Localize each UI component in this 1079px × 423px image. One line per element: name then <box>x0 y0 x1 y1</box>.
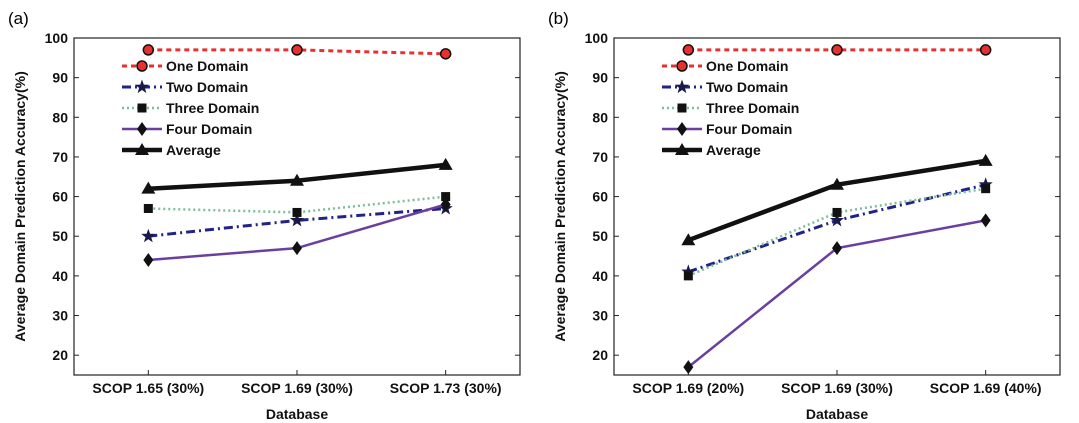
x-axis-title: Database <box>266 406 328 422</box>
chart-panel-b: (b) 20 30 40 50 60 70 80 90 100 SCOP 1.69 (20%) SCO… <box>540 0 1079 423</box>
y-tick-label: 60 <box>52 189 68 205</box>
y-tick-label: 100 <box>45 30 69 46</box>
series-two-domain <box>681 177 993 278</box>
legend-entry-label: One Domain <box>706 58 788 74</box>
legend-marker-icon <box>136 60 148 72</box>
series-line <box>687 187 986 278</box>
y-tick-label: 40 <box>52 268 68 284</box>
panel-label: (a) <box>8 9 29 28</box>
legend-entry-label: One Domain <box>166 58 248 74</box>
x-tick-label: SCOP 1.69 (30%) <box>241 380 353 396</box>
legend-marker-icon <box>675 143 689 155</box>
data-point-marker <box>290 173 304 186</box>
data-point-marker <box>438 157 453 170</box>
data-point-marker <box>978 153 993 166</box>
series-four-domain <box>143 197 451 268</box>
data-point-marker <box>683 271 693 281</box>
y-tick-label: 90 <box>592 70 608 86</box>
data-point-marker <box>832 241 842 256</box>
data-point-marker <box>682 44 695 56</box>
x-tick-label: SCOP 1.69 (40%) <box>930 380 1042 396</box>
series-three-domain <box>143 192 451 217</box>
data-point-marker <box>142 44 155 56</box>
line-chart-b: (b) 20 30 40 50 60 70 80 90 100 SCOP 1.69 (20%) SCO… <box>548 9 1061 422</box>
data-point-marker <box>830 177 844 190</box>
panel-label: (b) <box>548 9 569 28</box>
legend-marker-icon <box>676 60 688 72</box>
series-line <box>148 207 446 238</box>
legend-entry-label: Four Domain <box>166 121 252 137</box>
series-one-domain <box>142 44 452 60</box>
legend-entry-label: Two Domain <box>706 79 788 95</box>
series-one-domain <box>682 44 992 56</box>
legend-entry-label: Four Domain <box>706 121 792 137</box>
series-four-domain <box>683 213 991 375</box>
y-tick-label: 90 <box>52 70 68 86</box>
legend-marker-icon <box>137 122 147 136</box>
x-axis-title: Database <box>806 406 868 422</box>
series-average <box>141 157 453 194</box>
series-average <box>681 153 993 246</box>
data-point-marker <box>440 197 451 212</box>
data-point-marker <box>291 44 303 56</box>
data-point-marker <box>439 48 452 60</box>
x-tick-label: SCOP 1.73 (30%) <box>390 380 502 396</box>
legend-entry-label: Three Domain <box>166 100 259 116</box>
y-tick-label: 30 <box>592 308 608 324</box>
y-tick-label: 50 <box>52 228 68 244</box>
legend-marker-icon <box>677 103 687 113</box>
data-point-marker <box>441 192 451 202</box>
legend-entry-label: Two Domain <box>166 79 248 95</box>
legend-marker-icon <box>137 103 147 113</box>
legend-entry-label: Average <box>166 142 221 158</box>
data-point-marker <box>981 184 991 194</box>
data-point-marker <box>141 228 156 243</box>
y-tick-label: 100 <box>585 30 609 46</box>
y-axis-title: Average Domain Prediction Accuracy(%) <box>552 71 568 342</box>
series-two-domain <box>141 201 453 243</box>
data-point-marker <box>143 253 154 268</box>
data-point-marker <box>681 233 696 246</box>
x-tick-label: SCOP 1.69 (30%) <box>781 380 893 396</box>
x-tick-label: SCOP 1.65 (30%) <box>92 380 204 396</box>
legend-entry-label: Average <box>706 142 761 158</box>
data-point-marker <box>681 264 696 278</box>
y-axis-title: Average Domain Prediction Accuracy(%) <box>12 71 28 342</box>
y-tick-label: 20 <box>592 347 608 363</box>
data-point-marker <box>289 212 305 227</box>
y-tick-label: 80 <box>592 109 608 125</box>
data-point-marker <box>980 213 991 228</box>
y-tick-label: 50 <box>592 228 608 244</box>
data-point-marker <box>832 207 842 217</box>
data-point-marker <box>292 207 302 217</box>
data-point-marker <box>829 212 845 227</box>
legend-marker-icon <box>677 122 687 136</box>
legend-marker-icon <box>135 143 149 155</box>
x-tick-label: SCOP 1.69 (20%) <box>632 380 744 396</box>
y-tick-label: 80 <box>52 109 68 125</box>
legend-entry-label: Three Domain <box>706 100 799 116</box>
data-point-marker <box>292 241 302 256</box>
data-point-marker <box>979 44 992 56</box>
legend-marker-icon <box>134 79 150 94</box>
data-point-marker <box>831 44 843 56</box>
y-tick-label: 40 <box>592 268 608 284</box>
y-tick-label: 60 <box>592 189 608 205</box>
y-tick-label: 20 <box>52 347 68 363</box>
data-point-marker <box>141 181 156 194</box>
y-tick-label: 30 <box>52 308 68 324</box>
data-point-marker <box>978 177 993 191</box>
series-three-domain <box>683 184 991 281</box>
data-point-marker <box>683 360 694 375</box>
chart-panel-a: (a) 20 30 40 50 60 70 80 90 100 SCOP 1.65 (30%) SCO… <box>8 9 521 422</box>
y-tick-label: 70 <box>52 149 68 165</box>
line-chart-a: (a) 20 30 40 50 60 70 80 90 100 SCOP 1.65 (30%) SCO… <box>8 9 521 422</box>
legend-marker-icon <box>674 79 690 94</box>
y-tick-label: 70 <box>592 149 608 165</box>
data-point-marker <box>143 203 153 213</box>
